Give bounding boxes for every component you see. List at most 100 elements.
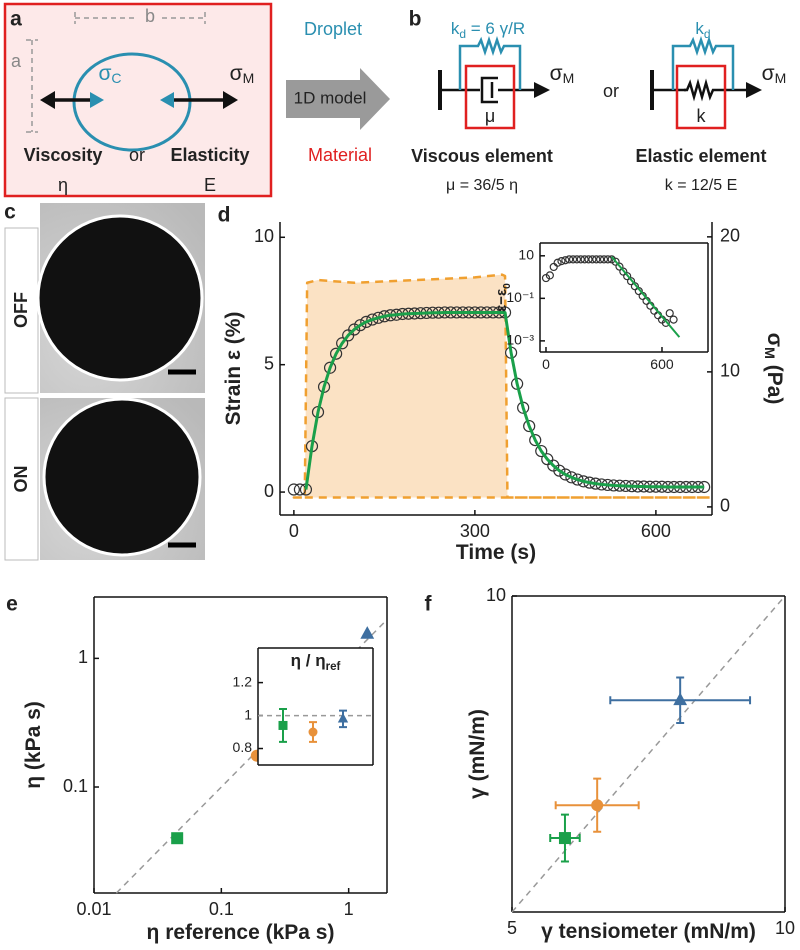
y-tick-label: 0 [264,481,274,501]
material-box [464,64,516,130]
marker [596,255,605,264]
marker [278,720,288,730]
label-text: η (kPa s) [22,701,45,789]
droplet [72,52,192,152]
marker [591,799,604,812]
subscript: M [775,70,787,86]
subscript: d [704,27,711,41]
label-subscript: 0 [502,283,513,289]
stress-label: σC [98,62,121,86]
marker [535,444,548,458]
y-tick-label: 10 [486,585,506,605]
marker [360,626,375,639]
y-tick-label: 1 [78,647,88,667]
arrow-head [534,82,550,98]
stress-label: σM [550,62,575,86]
y-tick-label: 1.2 [233,673,253,689]
droplet-image [42,397,202,557]
relation: k = 12/5 E [665,177,738,194]
panel-a: a b a σC σM Viscosity or Elasticity η E [3,2,273,198]
x-tick-label: 0.1 [209,899,234,919]
x-tick-label: 10 [775,918,795,938]
symbol: k [695,19,704,38]
label-text: γ tensiometer (mN/m) [541,920,756,943]
marker [565,471,578,484]
x-tick-label: 0 [289,521,299,541]
line [304,310,705,490]
spring [671,36,735,90]
relation: μ = 36/5 η [446,177,518,194]
marker [171,832,184,845]
subscript: C [111,70,121,86]
inset-background [258,648,373,765]
label-box [4,397,39,561]
panel-label: d [218,204,231,227]
label-subscript: M [761,347,777,359]
element-name: Viscous element [411,146,553,166]
spring [684,78,716,102]
marker [572,255,582,264]
y-tick-label: 1 [244,706,252,722]
constant-label: kd = 6 γ/R [451,19,525,41]
label-text: Time (s) [456,541,536,564]
marker [592,255,601,264]
x-tick-label: 300 [460,521,490,541]
label: Droplet [304,19,362,39]
symbol: η [58,175,68,195]
element-name: Elastic element [635,146,766,166]
label-box [4,227,39,394]
marker [336,337,349,350]
arrow-head [90,92,104,108]
arrow-head [223,91,238,109]
y-tick-label: 10⁻¹ [506,289,534,305]
subscript: M [563,70,575,86]
marker [559,468,572,481]
x-tick-label: 600 [641,521,671,541]
marker [557,257,566,266]
arrow-head [160,92,174,108]
marker [584,255,593,264]
y2-tick-label: 20 [720,226,740,246]
label-subscript: ref [326,661,341,673]
panel-label: a [10,8,22,31]
marker [545,271,554,280]
marker [665,309,674,318]
marker [553,258,562,267]
symbol: μ [485,106,495,126]
marker [308,727,318,737]
stress-label: σM [762,62,787,86]
marker [330,347,343,360]
marker [565,255,574,264]
x-tick-label: 1 [344,899,354,919]
label-text: (Pa) [763,359,786,405]
y-tick-label: 10⁻³ [506,332,534,348]
droplet-image [36,214,204,382]
marker [558,832,571,845]
label: or [603,81,619,101]
marker [360,315,373,328]
marker [553,464,566,477]
arrow-head [746,82,762,98]
symbol: k [451,19,460,38]
marker [293,483,307,496]
label-text: σ [763,333,786,347]
symbol: σ [550,62,563,85]
dimension-line [26,39,38,133]
marker [615,262,624,271]
axis-label: γ (mN/m) [466,709,489,799]
marker [323,361,337,374]
marker [611,257,620,266]
identity-line [511,595,786,913]
label: or [129,145,145,165]
marker [561,256,570,265]
label-text: ε−ε [493,289,510,312]
marker [661,318,670,328]
dimension-label: a [11,51,22,71]
x-tick-label: 0 [542,356,550,372]
label-text: η reference (kPa s) [147,921,335,944]
symbol: k [697,106,707,126]
y-tick-label: 5 [264,353,274,373]
label: Viscosity [24,145,103,165]
symbol: σ [762,62,775,85]
dashpot [480,76,498,104]
